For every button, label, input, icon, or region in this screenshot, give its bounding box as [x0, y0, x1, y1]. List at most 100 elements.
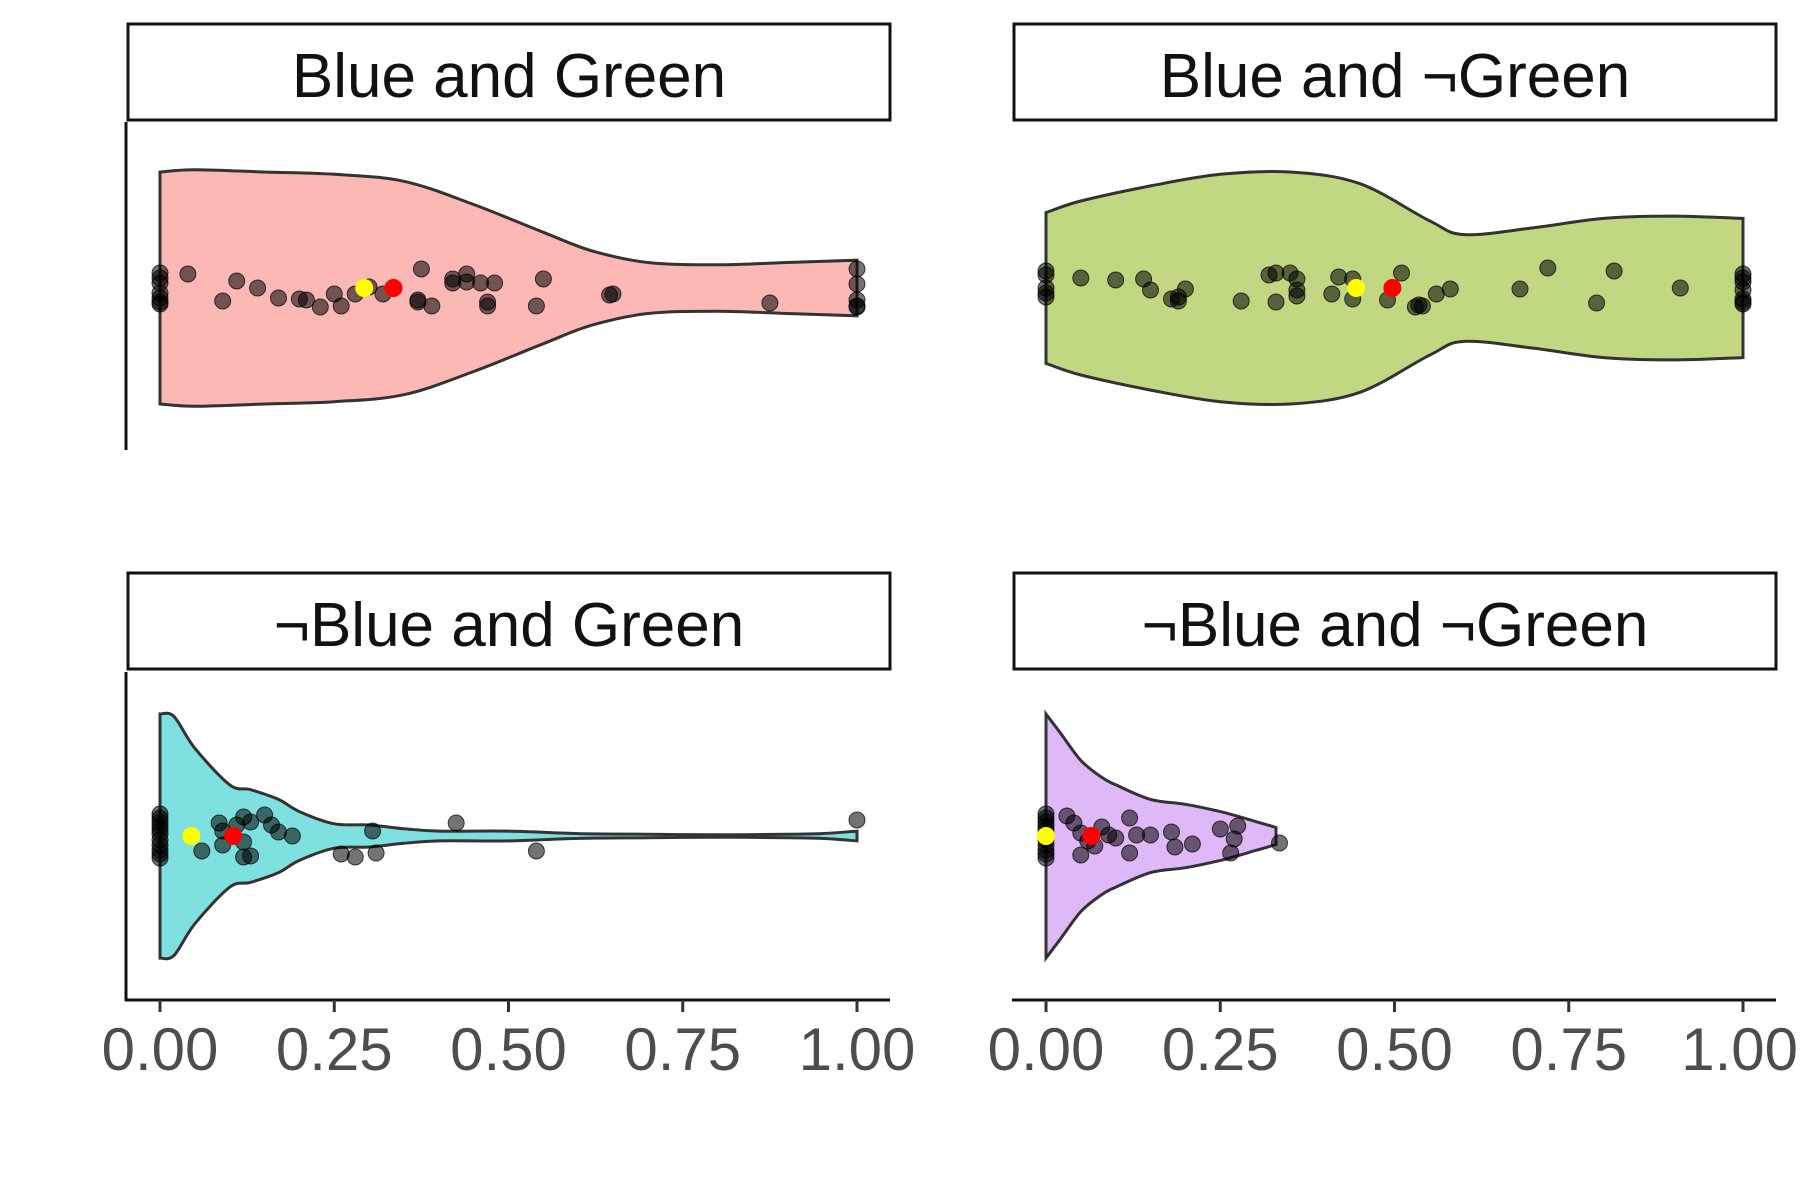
data-point — [1271, 834, 1288, 852]
mean-point — [1082, 827, 1101, 845]
data-point — [848, 275, 866, 293]
data-point — [1176, 280, 1194, 298]
data-point — [1211, 820, 1229, 838]
data-point — [1441, 280, 1459, 298]
data-point — [423, 297, 441, 315]
panel-not-blue-and-not-green: ¬Blue and ¬Green 0.00 0.25 0.50 0.75 1.00 — [988, 571, 1798, 1083]
data-point — [1121, 809, 1139, 827]
strip-label: Blue and Green — [292, 42, 726, 111]
violin-shape — [158, 168, 859, 408]
data-point — [346, 848, 364, 866]
x-axis-ticks: 0.00 0.25 0.50 0.75 1.00 — [988, 1000, 1798, 1083]
data-point — [1183, 835, 1201, 853]
data-point — [228, 272, 246, 290]
x-axis-ticks: 0.00 0.25 0.50 0.75 1.00 — [102, 1000, 916, 1083]
mean-point — [1383, 279, 1402, 297]
strip-background — [1012, 571, 1778, 671]
data-point — [1142, 826, 1159, 844]
data-point — [848, 811, 866, 829]
data-point — [848, 298, 866, 316]
data-point — [1037, 849, 1055, 867]
x-tick-label: 0.50 — [450, 1016, 567, 1083]
panel-blue-and-not-green: Blue and ¬Green — [1012, 22, 1778, 407]
x-tick-label: 1.00 — [799, 1016, 916, 1083]
data-point — [1232, 292, 1250, 310]
jitter-points — [151, 260, 866, 316]
median-point — [1037, 827, 1055, 845]
strip-background — [126, 571, 892, 671]
data-point — [270, 289, 287, 307]
data-point — [1323, 285, 1341, 303]
mean-point — [384, 279, 403, 297]
data-point — [1511, 280, 1529, 298]
data-point — [1267, 293, 1285, 311]
x-tick-label: 0.00 — [988, 1016, 1105, 1083]
data-point — [1288, 287, 1306, 305]
median-point — [1347, 279, 1366, 297]
median-point — [182, 827, 201, 845]
data-point — [1107, 829, 1125, 847]
data-point — [242, 847, 260, 865]
data-point — [332, 845, 350, 863]
data-point — [297, 291, 315, 309]
data-point — [1734, 295, 1752, 313]
data-point — [534, 270, 552, 288]
data-point — [151, 849, 169, 867]
data-point — [332, 297, 350, 315]
strip-label: ¬Blue and ¬Green — [1142, 591, 1649, 660]
data-point — [848, 260, 866, 278]
x-tick-label: 0.75 — [624, 1016, 741, 1083]
strip-background — [126, 22, 892, 122]
data-point — [193, 842, 211, 860]
data-point — [283, 827, 301, 845]
data-point — [761, 294, 779, 312]
mean-point — [224, 827, 243, 845]
x-tick-label: 0.00 — [102, 1016, 219, 1083]
data-point — [604, 285, 622, 303]
data-point — [364, 822, 382, 840]
data-point — [1072, 846, 1090, 864]
x-tick-label: 0.25 — [1162, 1016, 1279, 1083]
data-point — [242, 813, 260, 831]
strip-label: ¬Blue and Green — [274, 591, 745, 660]
data-point — [1163, 823, 1180, 841]
data-point — [1107, 271, 1125, 289]
data-point — [412, 260, 430, 278]
panel-blue-and-green: Blue and Green — [124, 22, 892, 450]
data-point — [249, 279, 267, 297]
strip-background — [1012, 22, 1778, 122]
data-point — [1222, 844, 1240, 862]
median-point — [355, 279, 374, 297]
data-point — [447, 814, 465, 832]
data-point — [1166, 838, 1184, 856]
data-point — [1072, 269, 1090, 287]
data-point — [527, 297, 545, 315]
jitter-points — [1037, 259, 1752, 316]
x-tick-label: 0.50 — [1336, 1016, 1453, 1083]
data-point — [1588, 294, 1606, 312]
data-point — [1605, 262, 1623, 280]
x-tick-label: 0.75 — [1510, 1016, 1627, 1083]
data-point — [214, 292, 232, 310]
data-point — [527, 842, 545, 860]
jitter-points — [151, 805, 866, 867]
data-point — [1229, 817, 1247, 835]
strip-label: Blue and ¬Green — [1160, 42, 1631, 111]
panel-not-blue-and-green: ¬Blue and Green 0.00 0.25 0.50 0.75 1.00 — [102, 571, 916, 1083]
data-point — [179, 265, 197, 283]
data-point — [486, 274, 504, 292]
data-point — [1037, 288, 1055, 306]
data-point — [1413, 297, 1431, 315]
data-point — [1393, 264, 1410, 282]
data-point — [367, 844, 385, 862]
data-point — [1671, 279, 1689, 297]
data-point — [311, 298, 329, 316]
data-point — [151, 295, 169, 313]
data-point — [479, 297, 497, 315]
x-tick-label: 0.25 — [276, 1016, 393, 1083]
x-tick-label: 1.00 — [1681, 1016, 1798, 1083]
violin-shape — [158, 711, 859, 961]
data-point — [1121, 844, 1139, 862]
data-point — [1330, 268, 1348, 286]
